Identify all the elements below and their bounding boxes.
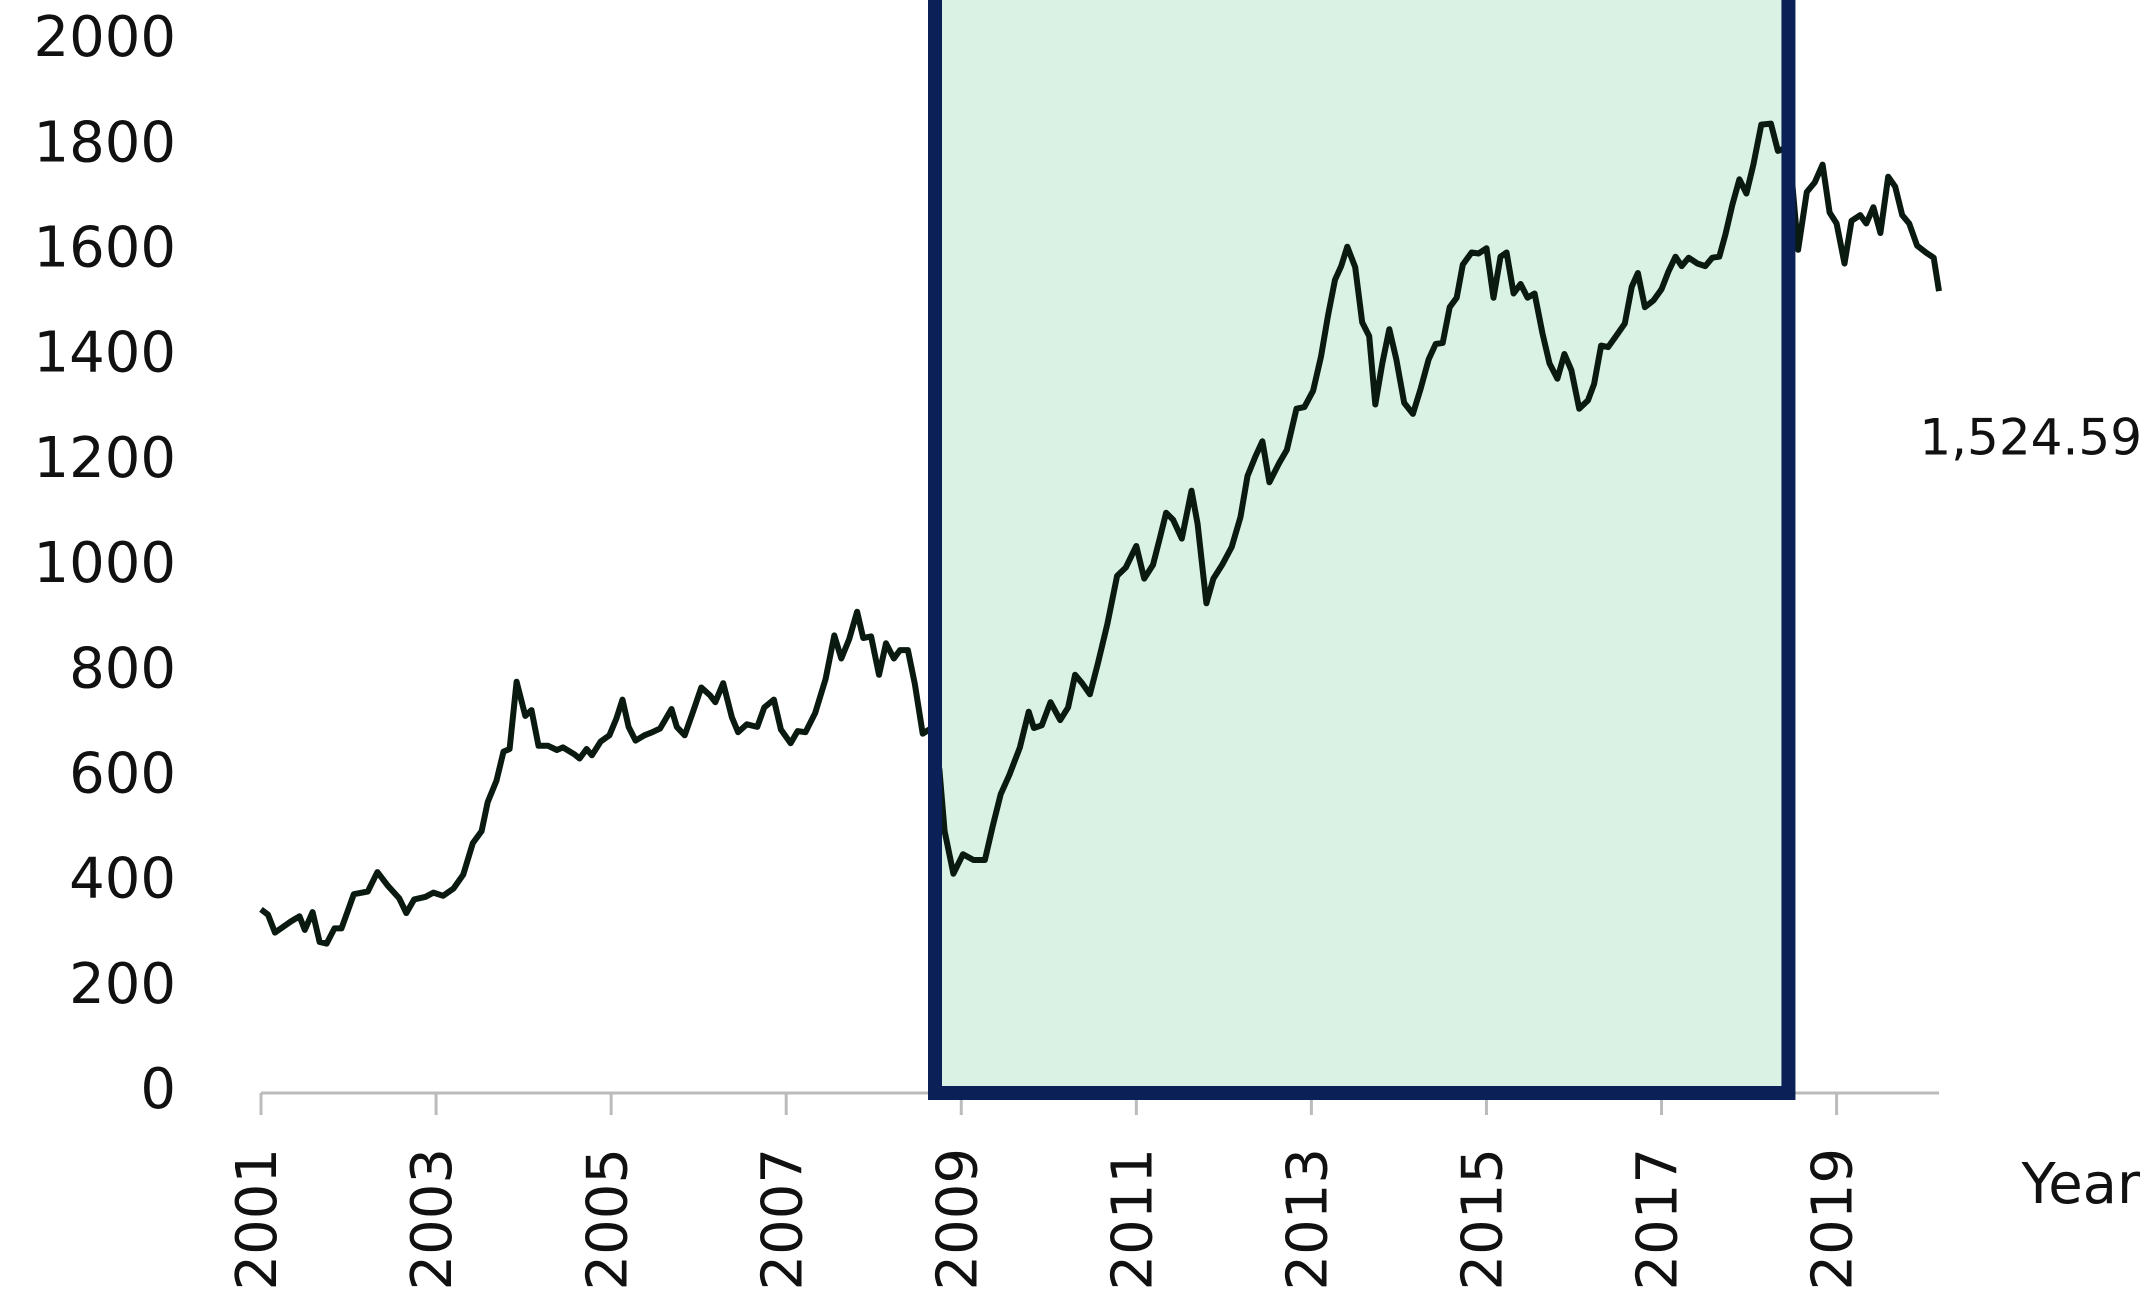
x-tick-label: 2011 [1100, 1148, 1165, 1291]
x-tick-label: 2013 [1276, 1148, 1341, 1291]
x-tick-label: 2007 [750, 1148, 815, 1291]
y-tick-label: 1800 [33, 110, 176, 175]
x-tick-label: 2019 [1801, 1148, 1866, 1291]
annotation: 1,524.59 [1919, 409, 2142, 467]
y-tick-label: 1000 [33, 531, 176, 596]
y-tick-label: 1200 [33, 426, 176, 491]
highlight-fill [935, 0, 1789, 1093]
y-tick-label: 2000 [33, 5, 176, 70]
x-axis-label: Year [2020, 1152, 2141, 1217]
y-tick-label: 800 [69, 636, 176, 701]
y-tick-label: 1400 [33, 321, 176, 386]
y-tick-label: 1600 [33, 216, 176, 281]
x-tick-label: 2015 [1451, 1148, 1516, 1291]
highlight-border [928, 0, 1796, 1100]
x-tick-label: 2009 [925, 1148, 990, 1291]
x-tick-label: 2001 [225, 1148, 290, 1291]
y-tick-label: 200 [69, 952, 176, 1017]
x-tick-label: 2003 [400, 1148, 465, 1291]
x-tick-label: 2017 [1626, 1148, 1691, 1291]
line [259, 120, 1942, 947]
y-tick-label: 0 [140, 1057, 176, 1122]
y-tick-label: 400 [69, 847, 176, 912]
y-tick-label: 600 [69, 742, 176, 807]
x-tick-label: 2005 [575, 1148, 640, 1291]
